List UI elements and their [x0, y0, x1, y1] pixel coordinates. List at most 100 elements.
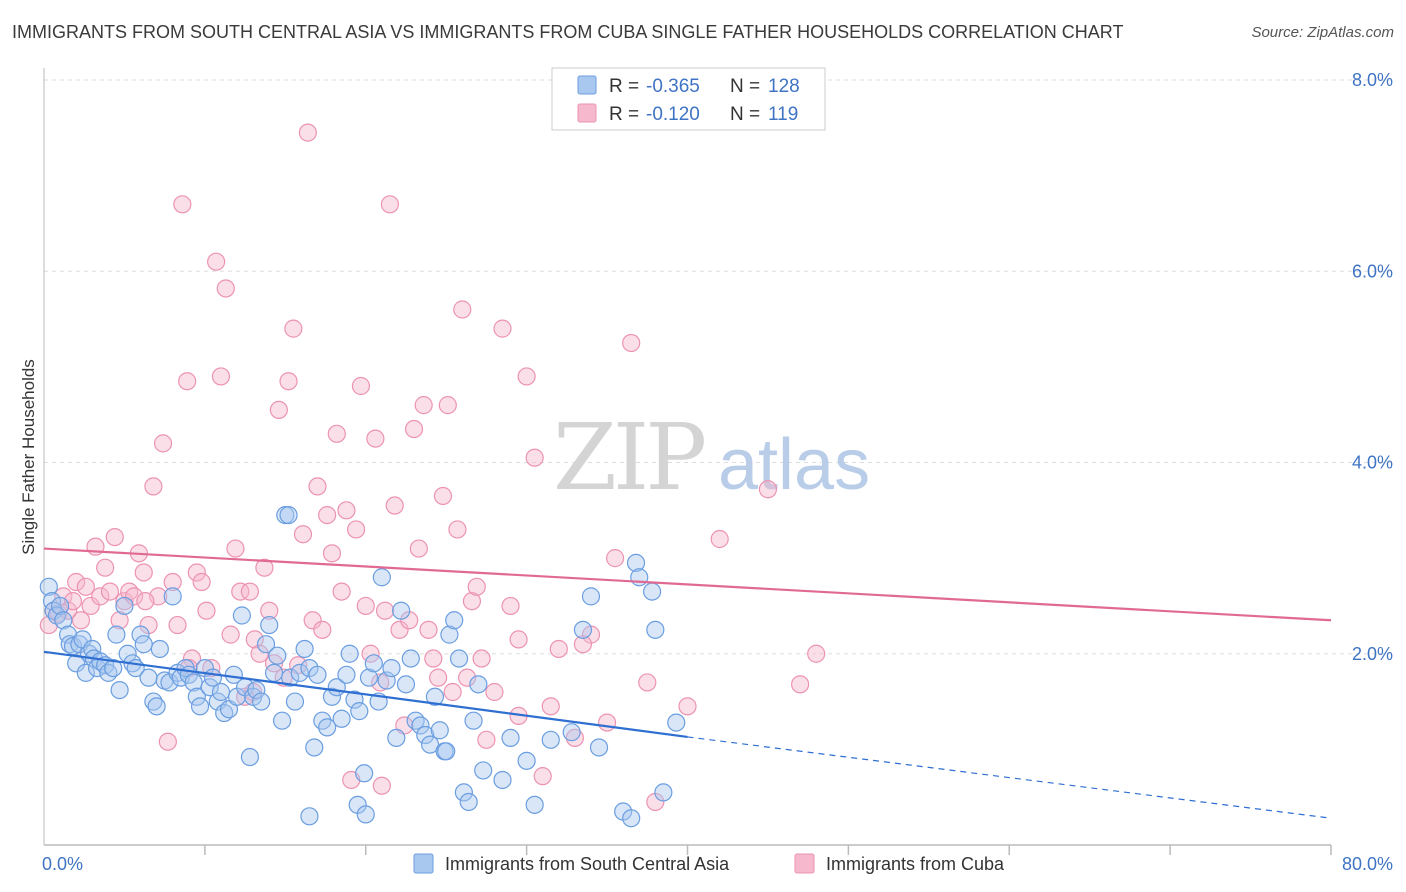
data-point-cuba: [211, 367, 231, 386]
data-point-cuba: [153, 434, 173, 453]
trend-line-south-central-asia-extrapolated: [687, 736, 1332, 819]
data-point-south-central-asia: [279, 505, 298, 525]
data-point-cuba: [76, 577, 95, 596]
data-point-cuba: [438, 396, 457, 415]
data-point-south-central-asia: [541, 730, 560, 749]
bottom-legend-swatch-blue: [413, 853, 434, 874]
data-point-south-central-asia: [525, 795, 544, 814]
data-point-cuba: [409, 539, 428, 558]
data-point-cuba: [404, 419, 424, 439]
data-point-south-central-asia: [39, 577, 58, 596]
data-point-cuba: [105, 527, 124, 547]
data-point-south-central-asia: [104, 658, 123, 678]
data-point-south-central-asia: [305, 738, 324, 757]
data-point-south-central-asia: [411, 716, 430, 735]
bottom-legend-swatch-pink: [794, 853, 815, 874]
data-point-cuba: [197, 601, 216, 620]
data-point-south-central-asia: [76, 663, 95, 682]
data-point-cuba: [293, 525, 313, 544]
data-point-south-central-asia: [54, 611, 73, 630]
data-point-cuba: [168, 615, 187, 635]
data-point-south-central-asia: [211, 682, 231, 702]
data-point-south-central-asia: [318, 718, 337, 737]
data-point-cuba: [91, 587, 110, 606]
data-point-cuba: [221, 625, 240, 644]
data-point-south-central-asia: [454, 783, 473, 802]
data-point-south-central-asia: [562, 723, 581, 742]
data-point-south-central-asia: [356, 805, 375, 824]
data-point-south-central-asia: [240, 747, 260, 767]
data-point-cuba: [622, 333, 641, 353]
data-point-south-central-asia: [268, 646, 287, 665]
data-point-south-central-asia: [626, 553, 646, 573]
data-point-cuba: [380, 195, 399, 214]
data-point-cuba: [327, 424, 346, 443]
data-point-cuba: [549, 639, 568, 659]
data-point-cuba: [303, 611, 322, 630]
trend-line-south-central-asia: [43, 650, 688, 739]
data-point-cuba: [332, 582, 351, 601]
bottom-legend-label-blue: Immigrants from South Central Asia: [445, 854, 730, 874]
watermark-atlas: atlas: [718, 425, 870, 505]
data-point-cuba: [375, 601, 395, 620]
data-point-cuba: [284, 319, 303, 338]
data-point-south-central-asia: [232, 606, 251, 625]
data-point-south-central-asia: [359, 668, 379, 687]
data-point-cuba: [443, 682, 462, 702]
data-point-cuba: [597, 713, 617, 732]
trend-line-cuba: [43, 547, 1332, 622]
data-point-south-central-asia: [445, 611, 464, 630]
data-point-south-central-asia: [464, 711, 483, 730]
data-point-south-central-asia: [163, 587, 182, 606]
legend-swatch-blue: [577, 75, 597, 95]
data-point-cuba: [453, 300, 472, 319]
data-point-south-central-asia: [474, 761, 493, 780]
data-point-cuba: [250, 644, 269, 663]
legend-r-label-2: R =: [609, 104, 639, 125]
legend-frame: [551, 67, 826, 131]
data-point-south-central-asia: [50, 596, 70, 616]
data-point-south-central-asia: [643, 582, 662, 601]
data-point-south-central-asia: [387, 728, 406, 748]
legend-n-label-1: N =: [730, 76, 760, 97]
data-point-cuba: [448, 520, 467, 539]
data-point-south-central-asia: [416, 725, 435, 745]
data-point-south-central-asia: [200, 678, 219, 697]
data-point-south-central-asia: [107, 625, 126, 644]
y-tick-label: 2.0%: [1352, 644, 1393, 664]
data-point-cuba: [472, 649, 491, 668]
data-point-south-central-asia: [654, 783, 673, 802]
data-point-cuba: [573, 635, 593, 654]
data-point-cuba: [100, 582, 120, 601]
data-point-cuba: [638, 673, 657, 692]
data-point-cuba: [308, 477, 327, 496]
data-point-cuba: [279, 372, 298, 391]
data-point-south-central-asia: [187, 687, 206, 706]
chart-title: IMMIGRANTS FROM SOUTH CENTRAL ASIA VS IM…: [12, 22, 1124, 42]
data-point-south-central-asia: [190, 697, 210, 716]
data-point-south-central-asia: [459, 792, 478, 812]
data-point-south-central-asia: [332, 709, 351, 728]
legend-n-value-2: 119: [768, 104, 798, 125]
data-point-south-central-asia: [364, 654, 383, 673]
data-point-cuba: [110, 611, 129, 630]
data-point-cuba: [124, 587, 144, 606]
data-point-cuba: [269, 400, 288, 420]
data-point-cuba: [366, 429, 385, 448]
data-point-south-central-asia: [252, 692, 271, 711]
data-point-cuba: [424, 649, 443, 668]
data-point-cuba: [226, 539, 245, 558]
data-point-cuba: [541, 697, 560, 716]
data-point-cuba: [81, 596, 100, 616]
data-point-south-central-asia: [134, 635, 153, 654]
legend-r-value-2: -0.120: [646, 104, 700, 125]
data-point-south-central-asia: [147, 697, 166, 716]
data-point-cuba: [758, 480, 778, 499]
data-point-cuba: [501, 596, 520, 616]
data-point-cuba: [163, 572, 182, 592]
data-point-south-central-asia: [573, 620, 593, 639]
trend-lines: [43, 547, 1332, 819]
data-point-south-central-asia: [264, 663, 284, 682]
data-point-cuba: [565, 728, 584, 748]
